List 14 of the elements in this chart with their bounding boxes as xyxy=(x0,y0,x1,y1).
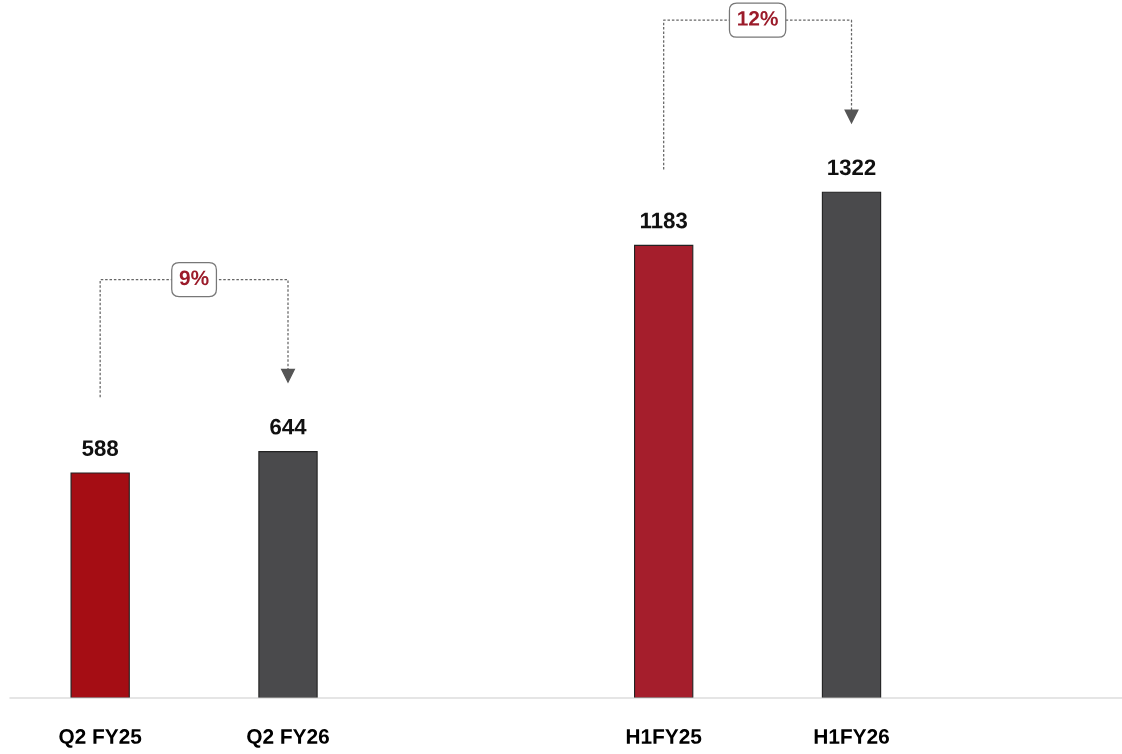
data-label: 588 xyxy=(82,440,119,456)
x-tick-label: H1FY25 xyxy=(626,729,702,744)
data-label: 1322 xyxy=(828,159,876,176)
data-label: 644 xyxy=(270,418,307,435)
annotation: 9% xyxy=(179,270,209,286)
x-tick-label: H1FY26 xyxy=(814,729,889,744)
bar xyxy=(821,191,882,698)
x-tick-label: Q2 FY25 xyxy=(59,729,142,748)
text: 12% xyxy=(738,11,778,26)
bar xyxy=(258,451,318,698)
x-tick-label: Q2 FY26 xyxy=(247,729,329,748)
bar xyxy=(70,472,130,698)
data-label: 1183 xyxy=(640,212,687,229)
bar xyxy=(634,244,694,698)
